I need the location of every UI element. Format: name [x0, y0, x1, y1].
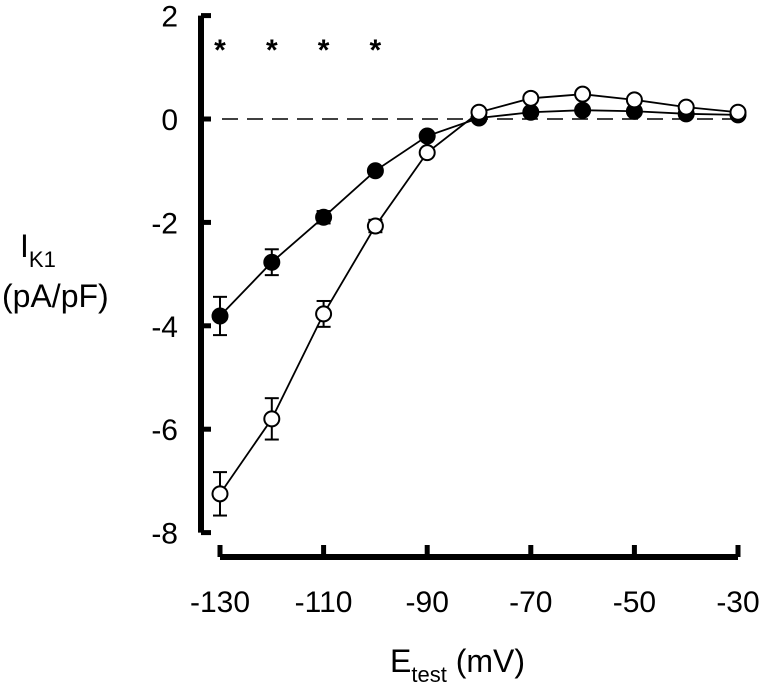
open-data-point	[677, 98, 695, 116]
x-tick-label: -30	[716, 586, 759, 619]
open-data-point	[574, 85, 592, 103]
open-data-point	[366, 217, 384, 235]
x-tick-label: -90	[406, 586, 449, 619]
significance-markers: * * * *	[214, 34, 381, 67]
open-data-point	[315, 305, 333, 323]
data-series	[211, 85, 747, 517]
y-tick-label: -2	[151, 207, 178, 240]
y-tick-label: -6	[151, 414, 178, 447]
filled-data-point	[418, 127, 436, 145]
filled-data-point	[263, 253, 281, 271]
open-data-point	[522, 89, 540, 107]
open-data-point	[418, 144, 436, 162]
x-tick-label: -50	[613, 586, 656, 619]
y-axis-unit: (pA/pF)	[2, 278, 109, 314]
axis-labels: IK1 (pA/pF) Etest (mV)	[2, 228, 525, 685]
open-data-point	[470, 103, 488, 121]
series-open-circle	[211, 85, 747, 517]
filled-data-point	[574, 101, 592, 119]
x-tick-label: -70	[509, 586, 552, 619]
significance-asterisk: *	[266, 34, 278, 67]
open-data-point	[211, 485, 229, 503]
y-tick-label: 2	[161, 1, 178, 34]
open-data-point	[263, 410, 281, 428]
x-axis-label: Etest (mV)	[390, 643, 525, 685]
significance-asterisk: *	[370, 34, 382, 67]
filled-data-point	[366, 162, 384, 180]
filled-data-point	[522, 103, 540, 121]
y-tick-label: -8	[151, 518, 178, 551]
y-tick-label: 0	[161, 104, 178, 137]
open-data-point	[729, 103, 747, 121]
filled-data-point	[315, 208, 333, 226]
x-axis: -130 -110 -90 -70 -50 -30	[190, 545, 760, 619]
filled-data-point	[211, 307, 229, 325]
x-tick-label: -110	[295, 586, 353, 619]
y-axis: 2 0 -2 -4 -6 -8	[151, 1, 211, 551]
y-axis-label: IK1	[20, 228, 56, 272]
open-data-point	[625, 91, 643, 109]
significance-asterisk: *	[214, 34, 226, 67]
series-filled-circle	[211, 101, 747, 337]
significance-asterisk: *	[318, 34, 330, 67]
x-tick-label: -130	[190, 586, 250, 619]
y-tick-label: -4	[151, 311, 178, 344]
